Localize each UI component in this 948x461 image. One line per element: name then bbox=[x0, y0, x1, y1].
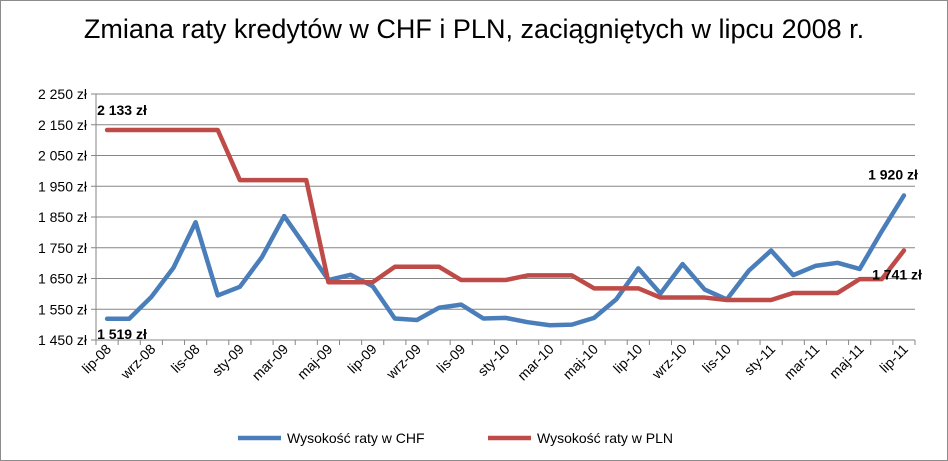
data-label: 2 133 zł bbox=[97, 102, 147, 118]
y-tick-label: 1 550 zł bbox=[38, 301, 88, 317]
series-lines bbox=[104, 127, 907, 328]
series-line-chf bbox=[104, 193, 907, 328]
y-axis: 1 450 zł 1 550 zł 1 650 zł 1 750 zł 1 850 zł… bbox=[38, 86, 97, 348]
x-tick-label: maj-10 bbox=[560, 341, 602, 383]
x-axis: lip-08 wrz-08 lis-08 sty-09 mar-09 maj-09 lip-… bbox=[79, 339, 916, 384]
x-tick-label: wrz-10 bbox=[648, 341, 690, 383]
x-tick-label: sty-10 bbox=[474, 341, 512, 379]
x-tick-label: mar-09 bbox=[249, 341, 292, 384]
x-tick-label: sty-09 bbox=[209, 341, 247, 379]
x-tick-label: mar-11 bbox=[781, 341, 823, 383]
x-tick-label: sty-11 bbox=[741, 341, 779, 379]
y-tick-label: 2 050 zł bbox=[38, 148, 88, 164]
chart-title: Zmiana raty kredytów w CHF i PLN, zaciąg… bbox=[84, 14, 864, 44]
data-label: 1 519 zł bbox=[97, 326, 147, 342]
x-tick-label: wrz-09 bbox=[382, 341, 424, 383]
x-tick-label: mar-10 bbox=[514, 341, 557, 384]
x-tick-label: maj-09 bbox=[294, 341, 336, 383]
x-tick-label: lis-09 bbox=[433, 341, 468, 376]
legend: Wysokość raty w CHF Wysokość raty w PLN bbox=[238, 430, 673, 446]
y-tick-label: 1 650 zł bbox=[38, 271, 88, 287]
x-tick-label: maj-11 bbox=[826, 341, 867, 382]
data-label: 1 920 zł bbox=[868, 166, 918, 182]
x-tick-label: lip-10 bbox=[610, 341, 646, 377]
y-tick-label: 1 950 zł bbox=[38, 178, 88, 194]
y-tick-label: 2 250 zł bbox=[38, 86, 88, 102]
x-tick-label: lip-09 bbox=[344, 341, 380, 377]
x-tick-label: lis-10 bbox=[699, 341, 734, 376]
y-tick-label: 1 450 zł bbox=[38, 332, 88, 348]
legend-label: Wysokość raty w PLN bbox=[537, 430, 673, 446]
y-tick-label: 1 750 zł bbox=[38, 240, 88, 256]
data-label: 1 741 zł bbox=[872, 267, 922, 283]
gridlines bbox=[96, 93, 915, 310]
series-line-pln bbox=[104, 127, 907, 303]
y-tick-label: 1 850 zł bbox=[38, 209, 88, 225]
legend-label: Wysokość raty w CHF bbox=[287, 430, 425, 446]
x-tick-label: lis-08 bbox=[168, 341, 203, 376]
y-tick-label: 2 150 zł bbox=[38, 117, 88, 133]
x-tick-label: wrz-08 bbox=[117, 341, 159, 383]
data-labels: 2 133 zł 1 519 zł 1 920 zł 1 741 zł bbox=[97, 102, 922, 342]
x-tick-label: lip-11 bbox=[876, 341, 911, 376]
